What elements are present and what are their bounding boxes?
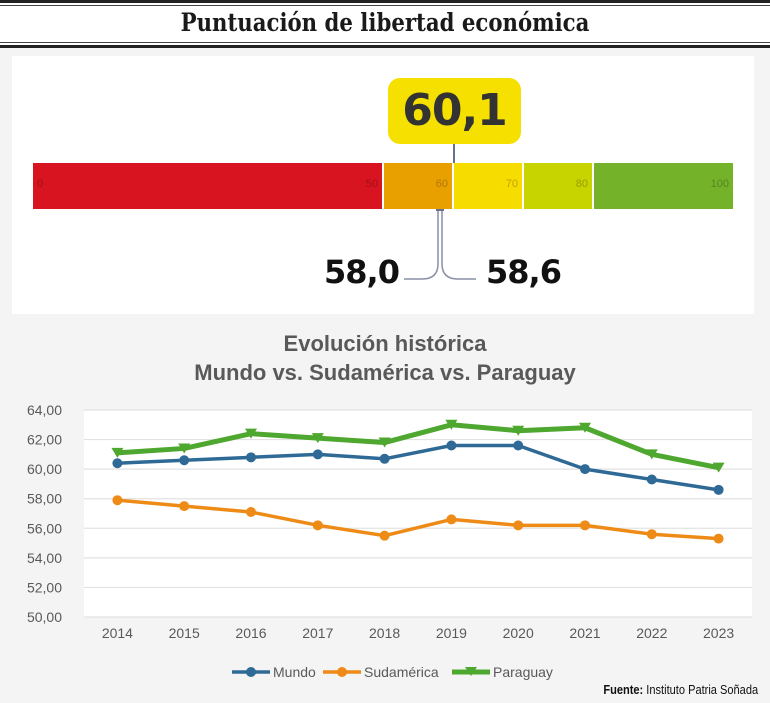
y-tick-label: 62,00 [27, 432, 62, 448]
gauge-panel: 60,1 58,0 58,6 0 50 60 70 80 100 [12, 56, 754, 314]
data-point [579, 422, 591, 433]
data-point [712, 462, 725, 473]
x-tick-label: 2017 [302, 625, 333, 641]
legend-label: Mundo [273, 664, 316, 680]
chart-title-line2: Mundo vs. Sudamérica vs. Paraguay [194, 360, 576, 385]
x-tick-label: 2021 [569, 625, 600, 641]
data-point [378, 437, 391, 448]
data-point [112, 495, 123, 506]
data-point [512, 425, 525, 436]
series-line-mundo [117, 443, 719, 492]
data-point [246, 452, 256, 463]
legend-label: Sudamérica [364, 664, 439, 680]
y-tick-label: 58,00 [27, 491, 62, 507]
legend-label: Paraguay [493, 664, 553, 680]
legend-marker [246, 667, 256, 677]
plot-area [84, 410, 752, 617]
data-point [111, 447, 124, 458]
gauge-segment: 70 [454, 163, 522, 209]
gauge-tick-label: 80 [575, 178, 588, 190]
data-point [446, 440, 457, 451]
gauge-tick-label: 0 [37, 178, 44, 190]
gauge-tick-label: 100 [710, 178, 729, 190]
y-tick-label: 50,00 [27, 609, 62, 625]
gauge-tick-label: 50 [365, 178, 378, 190]
x-tick-label: 2018 [369, 625, 400, 641]
data-point [246, 507, 256, 518]
mundo-score: 58,0 [324, 253, 400, 291]
data-point [580, 520, 590, 531]
gauge-segment: 0 50 [33, 163, 382, 209]
data-point [513, 440, 524, 451]
y-tick-label: 64,00 [27, 402, 62, 418]
data-point [645, 449, 658, 460]
comparison-connector [404, 209, 476, 280]
series-line-sudamérica [117, 498, 719, 541]
x-tick-label: 2020 [503, 625, 534, 641]
y-tick-label: 60,00 [27, 461, 62, 477]
page-title: Puntuación de libertad económica [180, 8, 590, 37]
data-point [513, 520, 524, 531]
sudamerica-score: 58,6 [486, 253, 562, 291]
data-point [713, 484, 724, 495]
y-tick-label: 56,00 [27, 520, 62, 536]
line-chart: 50,00 52,00 54,00 56,00 58,00 60,00 62,00 64,00… [27, 402, 752, 680]
data-point [178, 443, 191, 454]
x-tick-label: 2022 [636, 625, 667, 641]
gauge-segment: 100 [594, 163, 733, 209]
data-point [379, 530, 390, 541]
data-point [646, 474, 657, 485]
gauge-tick-label: 60 [435, 178, 448, 190]
x-tick-label: 2015 [169, 625, 200, 641]
y-tick-label: 54,00 [27, 550, 62, 566]
data-point [713, 533, 724, 544]
source-note: Fuente: Instituto Patria Soñada [603, 682, 758, 697]
data-point [379, 453, 390, 464]
x-tick-label: 2023 [703, 625, 734, 641]
data-point [445, 419, 458, 430]
header-bar: Puntuación de libertad económica [0, 0, 770, 48]
data-point [312, 520, 323, 531]
data-point [646, 529, 657, 540]
x-tick-label: 2016 [235, 625, 266, 641]
gauge-segment: 60 [384, 163, 452, 209]
series-line-paraguay [117, 422, 720, 471]
data-point [179, 501, 190, 512]
data-point [311, 433, 324, 444]
data-point [112, 458, 123, 469]
x-tick-label: 2019 [436, 625, 467, 641]
data-point [245, 428, 257, 439]
legend-marker [465, 667, 477, 676]
data-point [179, 455, 190, 466]
y-tick-label: 52,00 [27, 579, 62, 595]
legend-marker [337, 667, 347, 677]
x-tick-label: 2014 [102, 625, 133, 641]
gauge-tick-label: 70 [505, 178, 518, 190]
source-text: Instituto Patria Soñada [646, 682, 758, 697]
gauge-segment: 80 [524, 163, 592, 209]
data-point [580, 464, 590, 475]
score-value: 60,1 [402, 85, 508, 136]
score-badge: 60,1 [388, 78, 521, 144]
source-label: Fuente: [603, 682, 644, 697]
data-point [446, 514, 457, 525]
score-pointer [453, 144, 455, 163]
data-point [312, 449, 323, 460]
chart-title-line1: Evolución histórica [283, 331, 487, 356]
